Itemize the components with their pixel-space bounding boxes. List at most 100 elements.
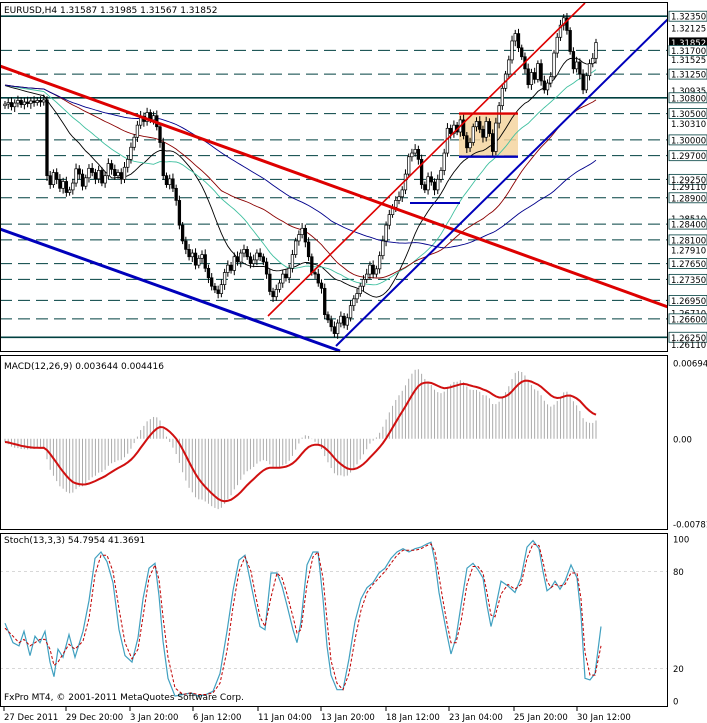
candle-body-down [261, 256, 266, 263]
candle [584, 72, 588, 94]
time-tick-label: 11 Jan 04:00 [258, 713, 312, 723]
candle-body-down [64, 181, 69, 193]
candle [361, 275, 366, 291]
candle-body-up [558, 24, 563, 38]
candle [193, 248, 198, 270]
stoch-signal-line [4, 543, 602, 696]
price-tick-label: 1.32125 [671, 25, 706, 35]
candle [132, 134, 136, 151]
candle-body-up [87, 167, 91, 179]
candle-body-up [287, 267, 291, 279]
candle [25, 96, 30, 108]
candle-body-down [58, 179, 62, 189]
level-price-box [668, 173, 707, 185]
candle [452, 120, 456, 138]
candle [358, 283, 362, 297]
candle [432, 178, 437, 196]
candle [222, 268, 227, 290]
candle-body-down [303, 227, 307, 243]
blue-uptrend-line [335, 18, 669, 347]
candle [345, 313, 349, 330]
candle [232, 252, 236, 276]
macd-tick-label: -0.00781 [673, 521, 707, 531]
candle [6, 98, 10, 109]
candle-body-up [97, 170, 101, 180]
level-price-label: 1.29700 [671, 152, 706, 162]
candle [100, 167, 104, 187]
candle [135, 120, 140, 142]
candle-body-up [345, 317, 349, 326]
candle-body-down [235, 256, 240, 263]
candle [87, 164, 91, 183]
candle-body-down [48, 175, 52, 185]
candle [200, 250, 204, 264]
main-header-text: EURUSD,H4 1.31587 1.31985 1.31567 1.3185… [4, 6, 217, 16]
candle-body-up [368, 264, 372, 275]
candle-body-up [413, 149, 417, 154]
candle [297, 230, 301, 246]
candle [122, 162, 127, 184]
candle [381, 235, 385, 260]
candle [429, 171, 433, 186]
level-price-box [668, 331, 707, 343]
macd-panel[interactable]: 0.00694 0.00 -0.00781 MACD(12,26,9) 0.0036… [4, 360, 707, 531]
candle-body-down [578, 61, 582, 75]
level-price-box [668, 313, 707, 325]
candle [326, 311, 330, 324]
candle [3, 100, 7, 109]
candle [578, 58, 582, 80]
stochastic-panel[interactable]: 100 80 20 0 Stoch(13,3,3) 54.7954 41.3691 F… [0, 536, 689, 708]
candle-body-up [562, 17, 566, 26]
candle [177, 195, 182, 230]
level-price-label: 1.30800 [671, 94, 706, 104]
price-tick-label: 1.31525 [671, 56, 706, 66]
candle-body-up [168, 178, 172, 185]
candle [461, 114, 466, 140]
candle-body-down [19, 100, 23, 105]
candle-body-down [216, 289, 220, 294]
candle-body-down [526, 68, 530, 85]
candle [555, 33, 559, 58]
candle-body-up [222, 272, 227, 285]
candle [97, 165, 101, 184]
candle-body-up [397, 196, 401, 201]
candle [80, 169, 85, 191]
candle [242, 244, 246, 258]
candle-body-up [122, 166, 127, 180]
candle [416, 145, 421, 165]
candle-body-up [106, 163, 110, 177]
candle-body-down [90, 167, 94, 173]
macd-tick-label: 0.00694 [673, 360, 707, 370]
candle-body-down [80, 173, 85, 187]
candle-body-up [13, 102, 17, 108]
candle-body-down [32, 100, 36, 103]
candle [287, 264, 291, 284]
candle-body-up [297, 234, 301, 242]
candle [474, 117, 479, 132]
candle-body-up [151, 115, 156, 121]
candle-body-down [258, 252, 262, 258]
candle-body-up [484, 121, 488, 138]
candle [119, 168, 123, 185]
candle-body-down [342, 315, 346, 326]
candle [290, 249, 295, 273]
candle-body-up [255, 252, 259, 261]
candle [206, 264, 211, 284]
candle-body-up [35, 100, 39, 103]
candle-body-up [374, 268, 379, 275]
candle-body-up [339, 315, 343, 324]
candle [22, 97, 27, 110]
candle-body-up [135, 124, 140, 138]
candle [258, 248, 262, 261]
candle [226, 260, 230, 277]
candle-body-up [16, 100, 20, 104]
candle-body-down [164, 175, 169, 185]
candle-body-up [61, 181, 65, 189]
candle-body-up [103, 175, 107, 184]
candle-body-up [252, 259, 256, 264]
candle-body-up [410, 152, 414, 158]
level-price-label: 1.26600 [671, 315, 706, 325]
candle [491, 129, 495, 157]
candle-body-up [300, 227, 304, 235]
